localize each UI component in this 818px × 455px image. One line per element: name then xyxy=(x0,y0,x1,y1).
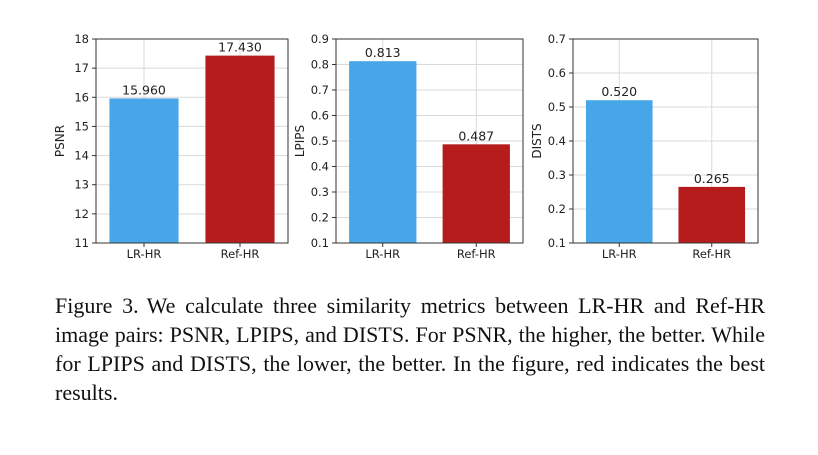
plot-frame xyxy=(95,38,289,244)
bar-lr-hr xyxy=(109,98,179,243)
bar-value-label: 0.487 xyxy=(458,128,494,143)
y-axis-label: LPIPS xyxy=(293,125,307,157)
y-tick-label: 0.2 xyxy=(548,202,566,216)
bar-value-label: 0.813 xyxy=(365,45,401,60)
y-axis-label: DISTS xyxy=(530,123,544,158)
bar-charts-figure: 11 12 13 14 15 16 17 18 15.960 17.430 LR-HR Ref-HR P… xyxy=(53,32,759,261)
y-axis-label: PSNR xyxy=(53,125,67,157)
caption-label: Figure 3. xyxy=(55,293,139,318)
y-tick-label: 16 xyxy=(74,90,89,104)
charts-area: 11 12 13 14 15 16 17 18 15.960 17.430 LR-HR Ref-HR P… xyxy=(53,32,759,261)
x-tick-label: Ref-HR xyxy=(221,247,260,261)
x-tick-label: Ref-HR xyxy=(457,247,496,261)
bar-lr-hr xyxy=(585,100,653,243)
y-tick-label: 0.7 xyxy=(548,32,566,46)
y-tick-label: 0.8 xyxy=(311,58,329,72)
bar-ref-hr xyxy=(205,55,275,244)
bar-lr-hr xyxy=(349,61,417,244)
x-tick-label: LR-HR xyxy=(602,247,637,261)
caption-text: We calculate three similarity metrics be… xyxy=(55,293,765,405)
plot-frame xyxy=(572,38,759,244)
y-tick-label: 0.7 xyxy=(311,83,329,97)
y-tick-label: 0.3 xyxy=(548,168,566,182)
y-tick-label: 0.9 xyxy=(311,32,329,46)
y-tick-label: 0.6 xyxy=(548,66,566,80)
bar-value-label: 0.520 xyxy=(601,84,637,99)
y-tick-label: 0.1 xyxy=(548,236,566,250)
bar-value-label: 0.265 xyxy=(694,171,730,186)
figure-caption: Figure 3. We calculate three similarity m… xyxy=(55,291,765,407)
chart-panel-psnr: 11 12 13 14 15 16 17 18 15.960 17.430 LR-HR Ref-HR P… xyxy=(53,32,289,261)
chart-panel-dists: 0.1 0.2 0.3 0.4 0.5 0.6 0.7 0.520 0.265 LR-HR Ref-… xyxy=(530,32,759,261)
y-tick-label: 12 xyxy=(74,207,89,221)
x-tick-label: Ref-HR xyxy=(692,247,731,261)
plot-frame xyxy=(335,38,524,244)
y-tick-label: 0.3 xyxy=(311,185,329,199)
y-tick-label: 0.5 xyxy=(548,100,566,114)
y-tick-label: 0.6 xyxy=(311,109,329,123)
y-tick-label: 15 xyxy=(74,119,89,133)
y-tick-label: 11 xyxy=(74,236,89,250)
y-tick-label: 0.4 xyxy=(548,134,566,148)
bar-ref-hr xyxy=(678,186,746,243)
y-tick-label: 0.2 xyxy=(311,211,329,225)
y-tick-label: 0.5 xyxy=(311,134,329,148)
y-tick-label: 17 xyxy=(74,61,89,75)
x-tick-label: LR-HR xyxy=(365,247,400,261)
y-tick-label: 13 xyxy=(74,178,89,192)
bar-ref-hr xyxy=(442,144,510,243)
y-tick-label: 0.4 xyxy=(311,160,329,174)
y-tick-label: 14 xyxy=(74,149,89,163)
bar-value-label: 17.430 xyxy=(218,40,262,55)
bar-value-label: 15.960 xyxy=(122,82,166,97)
chart-panel-lpips: 0.1 0.2 0.3 0.4 0.5 0.6 0.7 0.8 0.9 0.813 0.487 LR-… xyxy=(293,32,524,261)
y-tick-label: 0.1 xyxy=(311,236,329,250)
y-tick-label: 18 xyxy=(74,32,89,46)
x-tick-label: LR-HR xyxy=(127,247,162,261)
